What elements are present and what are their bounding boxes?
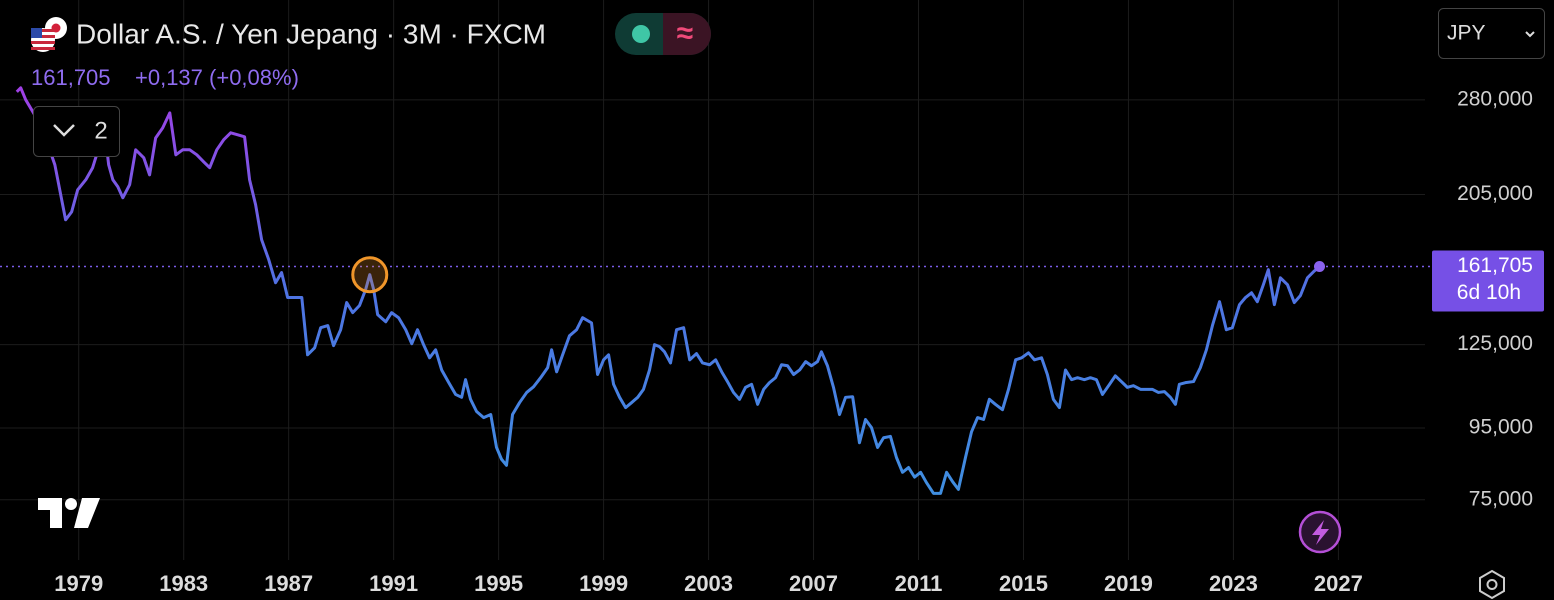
indicator-toggle[interactable]: 2 — [33, 106, 120, 157]
last-price-label: 161,705 — [1457, 254, 1533, 277]
x-tick-label: 1991 — [369, 571, 418, 596]
x-tick-label: 1995 — [474, 571, 523, 596]
header-change: +0,137 (+0,08%) — [135, 65, 299, 90]
currency-select[interactable]: JPY — [1438, 8, 1545, 59]
chart-title: Dollar A.S. / Yen Jepang · 3M · FXCM — [76, 18, 546, 49]
x-tick-label: 2027 — [1314, 571, 1363, 596]
indicator-count: 2 — [94, 117, 107, 144]
x-tick-label: 1999 — [579, 571, 628, 596]
x-tick-label: 2011 — [895, 571, 943, 596]
x-tick-label: 2019 — [1104, 571, 1153, 596]
y-tick-label: 75,000 — [1469, 487, 1533, 510]
x-tick-label: 2003 — [684, 571, 733, 596]
y-tick-label: 125,000 — [1457, 332, 1533, 355]
price-line — [15, 86, 1321, 495]
y-tick-label: 205,000 — [1457, 182, 1533, 205]
currency-label: JPY — [1447, 22, 1486, 45]
y-tick-label: 95,000 — [1469, 416, 1533, 439]
x-tick-label: 2007 — [789, 571, 838, 596]
x-tick-label: 1983 — [159, 571, 208, 596]
x-tick-label: 2023 — [1209, 571, 1258, 596]
countdown-label: 6d 10h — [1457, 281, 1521, 304]
last-point — [1314, 261, 1326, 273]
last-price-box — [1432, 250, 1544, 312]
x-tick-label: 1987 — [264, 571, 313, 596]
highlight-marker — [351, 256, 389, 294]
status-pill[interactable]: ≈ — [615, 13, 711, 55]
tradingview-logo — [38, 498, 100, 528]
settings-button[interactable] — [1479, 569, 1505, 600]
x-tick-label: 2015 — [999, 571, 1048, 596]
svg-text:≈: ≈ — [677, 17, 693, 50]
y-tick-label: 280,000 — [1457, 87, 1533, 110]
symbol-flags — [31, 17, 67, 52]
x-tick-label: 1979 — [54, 571, 103, 596]
header-price: 161,705 — [31, 65, 111, 90]
lightning-button[interactable] — [1298, 510, 1342, 554]
